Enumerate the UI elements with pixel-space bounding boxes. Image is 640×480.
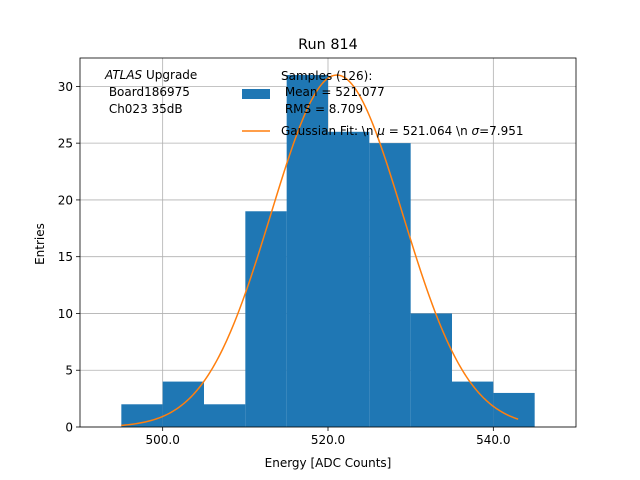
histogram-bar (245, 211, 287, 427)
atlas-label-line: ATLAS Upgrade (104, 68, 197, 82)
histogram-bar (286, 75, 328, 428)
legend-mean-label: Mean = 521.077 (281, 85, 385, 99)
upgrade-label: Upgrade (142, 68, 197, 82)
x-tick-label: 500.0 (145, 433, 179, 447)
legend-rms-label: RMS = 8.709 (281, 102, 363, 116)
legend-fit-prefix: Gaussian Fit: \n (281, 124, 377, 138)
x-tick-label: 520.0 (311, 433, 345, 447)
histogram-bar (369, 143, 411, 427)
x-tick-label: 540.0 (476, 433, 510, 447)
y-tick-label: 10 (58, 307, 73, 321)
histogram-bar (121, 404, 163, 427)
y-tick-label: 30 (58, 80, 73, 94)
gaussian-fit-curve (121, 74, 519, 427)
x-axis-label: Energy [ADC Counts] (265, 456, 392, 470)
histogram-bar (204, 404, 246, 427)
legend-fit-mu-symbol: μ (376, 124, 385, 138)
channel-label: Ch023 35dB (105, 102, 183, 116)
histogram-bar (328, 131, 370, 428)
histogram-bar (410, 313, 452, 427)
legend-samples-label: Samples (126): (281, 69, 372, 83)
board-label: Board186975 (105, 85, 190, 99)
y-tick-label: 5 (65, 364, 73, 378)
legend-fit-suffix: =7.951 (479, 124, 523, 138)
y-tick-label: 25 (58, 137, 73, 151)
histogram-bars (121, 75, 535, 428)
atlas-annotation: ATLAS Upgrade Board186975 Ch023 35dB (104, 68, 197, 116)
chart-title: Run 814 (298, 37, 358, 53)
y-tick-label: 20 (58, 193, 73, 207)
y-axis-ticks: 0 5 10 15 20 25 30 (58, 80, 80, 435)
legend: Samples (126): Mean = 521.077 RMS = 8.70… (242, 69, 524, 138)
legend-histogram-swatch (242, 89, 270, 99)
y-tick-label: 15 (58, 250, 73, 264)
legend-fit-sigma-symbol: σ (472, 124, 480, 138)
histogram-bar (452, 381, 494, 427)
atlas-label: ATLAS (104, 68, 143, 82)
y-axis-label: Entries (33, 223, 47, 265)
x-axis-ticks: 500.0 520.0 540.0 (145, 427, 511, 447)
legend-fit-mid: = 521.064 \n (385, 124, 472, 138)
histogram-bar (493, 392, 535, 427)
y-tick-label: 0 (65, 421, 73, 435)
legend-fit-label: Gaussian Fit: \n μ = 521.064 \n σ=7.951 (281, 124, 524, 138)
